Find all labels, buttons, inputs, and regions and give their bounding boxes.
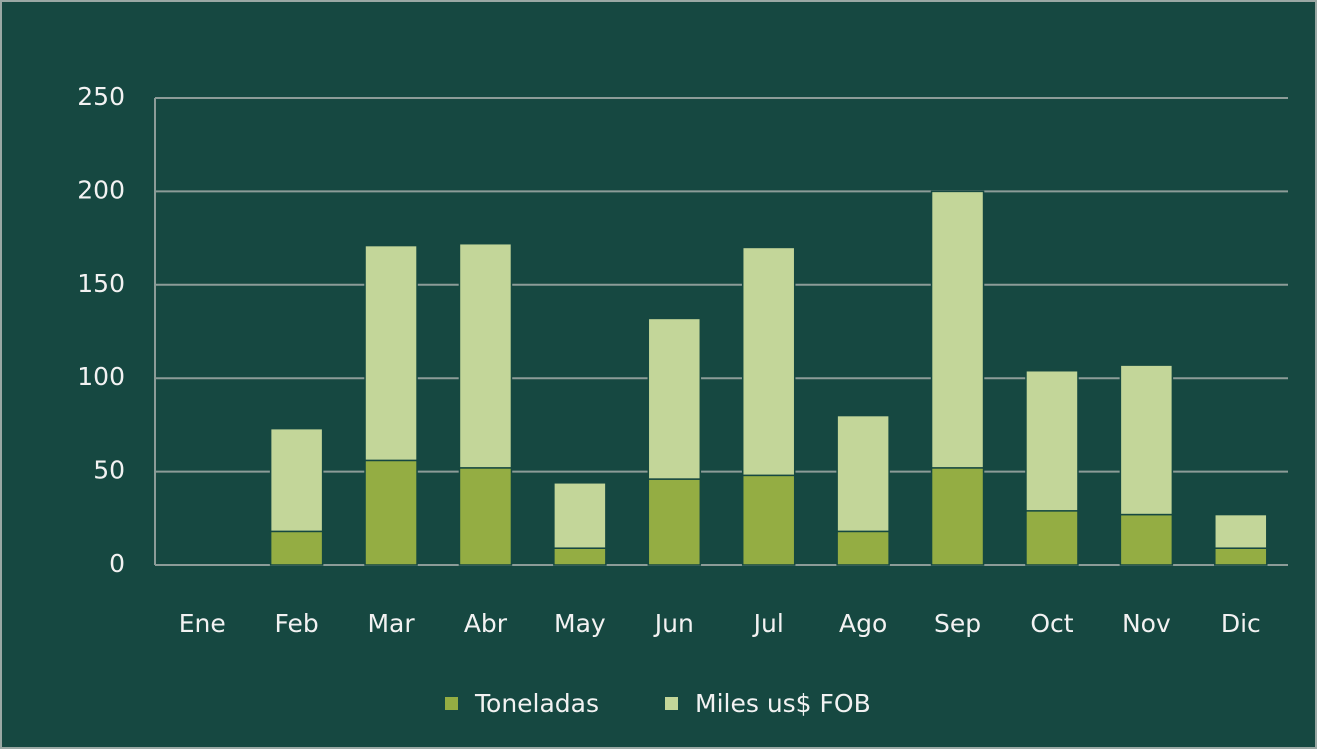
bar-segment (1119, 364, 1174, 516)
y-tick-label: 200 (77, 175, 125, 204)
x-tick-label: Nov (1122, 609, 1171, 638)
x-tick-label: Ene (179, 609, 226, 638)
bar-segment (647, 478, 702, 566)
bar-segment (458, 242, 513, 469)
bar-segment (1119, 513, 1174, 566)
y-tick-label: 100 (77, 362, 125, 391)
bar-segment (741, 246, 796, 477)
bar-segment (364, 244, 418, 462)
bar-segment (1025, 369, 1079, 512)
x-tick-label: Ago (839, 609, 887, 638)
bar-segment (458, 467, 513, 566)
bar-segment (1214, 513, 1268, 549)
y-tick-label: 250 (77, 82, 125, 111)
bar-segment (647, 317, 702, 480)
y-tick-label: 0 (109, 549, 125, 578)
bar-segment (930, 190, 985, 469)
x-tick-label: Abr (464, 609, 508, 638)
x-tick-label: Mar (367, 609, 415, 638)
bar-segment (364, 459, 418, 566)
bar-segment (836, 414, 890, 533)
x-tick-label: Sep (934, 609, 981, 638)
legend-swatch (445, 697, 458, 710)
y-tick-label: 150 (77, 269, 125, 298)
legend-label: Toneladas (474, 689, 599, 718)
bar-segment (269, 530, 324, 566)
x-tick-label: Jun (653, 609, 694, 638)
bar-segment (269, 427, 324, 533)
legend-label: Miles us$ FOB (695, 689, 871, 718)
legend-swatch (665, 697, 678, 710)
x-tick-label: May (554, 609, 606, 638)
bar-segment (553, 482, 607, 549)
x-tick-label: Dic (1221, 609, 1261, 638)
bar-segment (1025, 510, 1079, 566)
x-tick-label: Jul (752, 609, 784, 638)
bar-segment (741, 474, 796, 566)
x-tick-label: Feb (274, 609, 318, 638)
bar-segment (836, 530, 890, 566)
y-tick-label: 50 (93, 456, 125, 485)
x-tick-label: Oct (1030, 609, 1073, 638)
bar-segment (930, 467, 985, 566)
bar-segment (553, 547, 607, 566)
bar-segment (1214, 547, 1268, 566)
